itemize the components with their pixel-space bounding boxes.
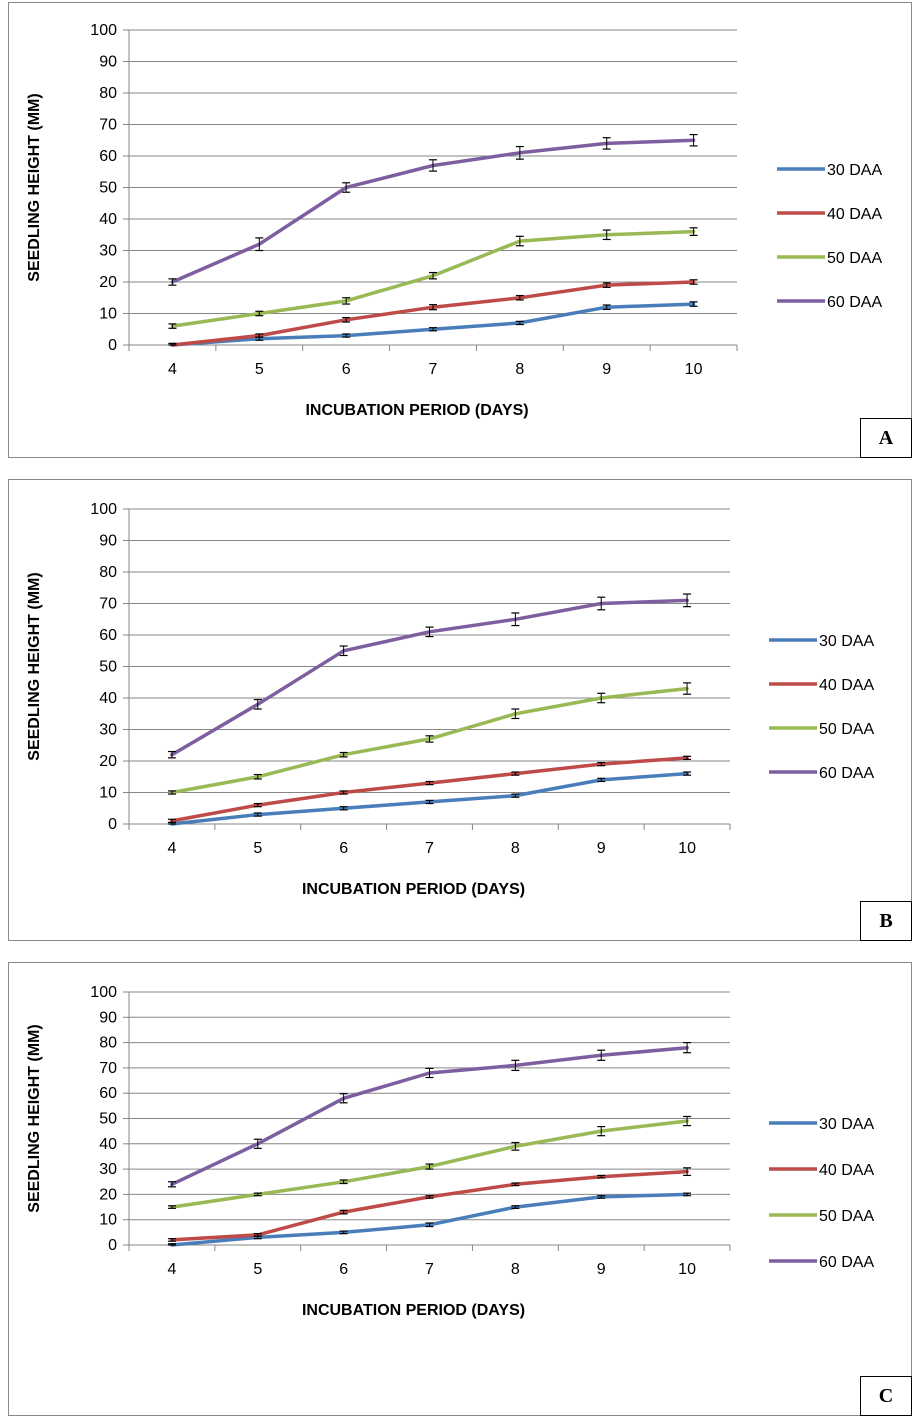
x-tick-label: 10 <box>678 1261 696 1278</box>
x-tick-label: 6 <box>342 361 351 378</box>
legend-label: 40 DAA <box>819 677 874 694</box>
x-tick-label: 10 <box>678 840 696 857</box>
y-tick-label: 10 <box>99 1212 117 1229</box>
legend-label: 30 DAA <box>819 1116 874 1133</box>
y-tick-label: 20 <box>99 274 117 291</box>
y-tick-label: 90 <box>99 533 117 550</box>
series-line <box>170 598 689 757</box>
legend-label: 60 DAA <box>819 765 874 782</box>
x-tick-label: 9 <box>602 361 611 378</box>
x-tick-label: 9 <box>597 1261 606 1278</box>
y-tick-label: 80 <box>99 564 117 581</box>
chart-panel-c: 0 10 20 30 40 50 60 70 80 90 100 4 5 6 7 8 9 10 INCUBATION… <box>8 962 912 1416</box>
legend-label: 30 DAA <box>819 633 874 650</box>
x-tick-label: 4 <box>167 1261 176 1278</box>
x-tick-label: 9 <box>597 840 606 857</box>
y-tick-label: 30 <box>99 722 117 739</box>
chart-c-svg: 0 10 20 30 40 50 60 70 80 90 100 4 5 6 7 8 9 10 INCUBATION… <box>26 984 874 1319</box>
y-tick-label: 90 <box>99 1009 117 1026</box>
y-tick-label: 0 <box>108 1237 117 1254</box>
x-tick-label: 5 <box>255 361 264 378</box>
x-tick-label: 5 <box>253 1261 262 1278</box>
y-tick-label: 100 <box>90 22 117 39</box>
y-tick-label: 10 <box>99 306 117 323</box>
y-tick-label: 40 <box>99 211 117 228</box>
legend-label: 50 DAA <box>827 250 882 267</box>
y-tick-label: 100 <box>90 501 117 518</box>
x-tick-label: 4 <box>167 840 176 857</box>
legend-label: 50 DAA <box>819 1208 874 1225</box>
x-axis-title: INCUBATION PERIOD (DAYS) <box>302 881 525 898</box>
y-tick-label: 30 <box>99 1161 117 1178</box>
legend-label: 50 DAA <box>819 721 874 738</box>
series-line <box>170 756 689 823</box>
chart-a-svg: 0 10 20 30 40 50 60 70 80 90 100 4 5 6 7 8 9 10 INCUBATION… <box>26 22 882 419</box>
x-tick-label: 8 <box>515 361 524 378</box>
x-tick-label: 10 <box>685 361 703 378</box>
x-tick-label: 7 <box>425 1261 434 1278</box>
legend-label: 60 DAA <box>827 294 882 311</box>
y-tick-label: 50 <box>99 1111 117 1128</box>
y-tick-label: 40 <box>99 1136 117 1153</box>
x-axis-title: INCUBATION PERIOD (DAYS) <box>302 1302 525 1319</box>
y-tick-label: 50 <box>99 659 117 676</box>
y-tick-label: 30 <box>99 243 117 260</box>
legend-label: 40 DAA <box>827 206 882 223</box>
y-tick-label: 70 <box>99 1060 117 1077</box>
x-tick-label: 8 <box>511 840 520 857</box>
panel-label-b: B <box>860 901 912 941</box>
y-axis-title: SEEDLING HEIGHT (MM) <box>26 1024 43 1212</box>
legend-label: 60 DAA <box>819 1254 874 1271</box>
legend-label: 40 DAA <box>819 1162 874 1179</box>
chart-panel-a: 0 10 20 30 40 50 60 70 80 90 100 4 5 6 7 8 9 10 INCUBATION… <box>8 2 912 458</box>
panel-label-a: A <box>860 418 912 458</box>
y-tick-label: 50 <box>99 180 117 197</box>
y-tick-label: 0 <box>108 337 117 354</box>
y-tick-label: 60 <box>99 627 117 644</box>
legend-label: 30 DAA <box>827 162 882 179</box>
y-tick-label: 70 <box>99 596 117 613</box>
chart-panel-b: 0 10 20 30 40 50 60 70 80 90 100 4 5 6 7 8 9 10 INCUBATION… <box>8 479 912 941</box>
y-tick-label: 0 <box>108 816 117 833</box>
x-tick-label: 4 <box>168 361 177 378</box>
y-tick-label: 80 <box>99 1035 117 1052</box>
x-tick-label: 7 <box>429 361 438 378</box>
y-tick-label: 90 <box>99 54 117 71</box>
y-tick-label: 40 <box>99 690 117 707</box>
y-tick-label: 100 <box>90 984 117 1001</box>
y-tick-label: 60 <box>99 1085 117 1102</box>
x-tick-label: 8 <box>511 1261 520 1278</box>
x-tick-label: 6 <box>339 1261 348 1278</box>
x-tick-label: 6 <box>339 840 348 857</box>
panel-label-c: C <box>860 1376 912 1416</box>
y-tick-label: 10 <box>99 785 117 802</box>
y-tick-label: 20 <box>99 753 117 770</box>
x-tick-label: 5 <box>253 840 262 857</box>
x-axis-title: INCUBATION PERIOD (DAYS) <box>305 402 528 419</box>
y-axis-title: SEEDLING HEIGHT (MM) <box>26 93 43 281</box>
y-tick-label: 80 <box>99 85 117 102</box>
y-tick-label: 60 <box>99 148 117 165</box>
y-axis-title: SEEDLING HEIGHT (MM) <box>26 572 43 760</box>
series-line <box>170 1169 689 1242</box>
x-tick-label: 7 <box>425 840 434 857</box>
chart-b-svg: 0 10 20 30 40 50 60 70 80 90 100 4 5 6 7 8 9 10 INCUBATION… <box>26 501 874 898</box>
y-tick-label: 20 <box>99 1186 117 1203</box>
y-tick-label: 70 <box>99 117 117 134</box>
